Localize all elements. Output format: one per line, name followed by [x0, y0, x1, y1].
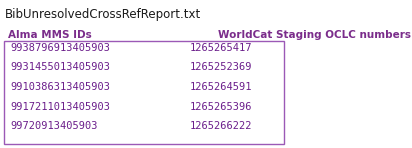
Text: 1265252369: 1265252369 — [190, 62, 253, 73]
Bar — [4, 41, 284, 144]
Text: 1265265396: 1265265396 — [190, 102, 253, 111]
Text: BibUnresolvedCrossRefReport.txt: BibUnresolvedCrossRefReport.txt — [5, 8, 201, 21]
Text: 99720913405903: 99720913405903 — [10, 121, 98, 131]
Text: 9938796913405903: 9938796913405903 — [10, 43, 110, 53]
Text: 9931455013405903: 9931455013405903 — [10, 62, 110, 73]
Text: 9917211013405903: 9917211013405903 — [10, 102, 110, 111]
Text: 1265264591: 1265264591 — [190, 82, 253, 92]
Text: 1265265417: 1265265417 — [190, 43, 253, 53]
Text: 9910386313405903: 9910386313405903 — [10, 82, 110, 92]
Text: WorldCat Staging OCLC numbers: WorldCat Staging OCLC numbers — [218, 30, 411, 40]
Text: 1265266222: 1265266222 — [190, 121, 253, 131]
Text: Alma MMS IDs: Alma MMS IDs — [8, 30, 92, 40]
